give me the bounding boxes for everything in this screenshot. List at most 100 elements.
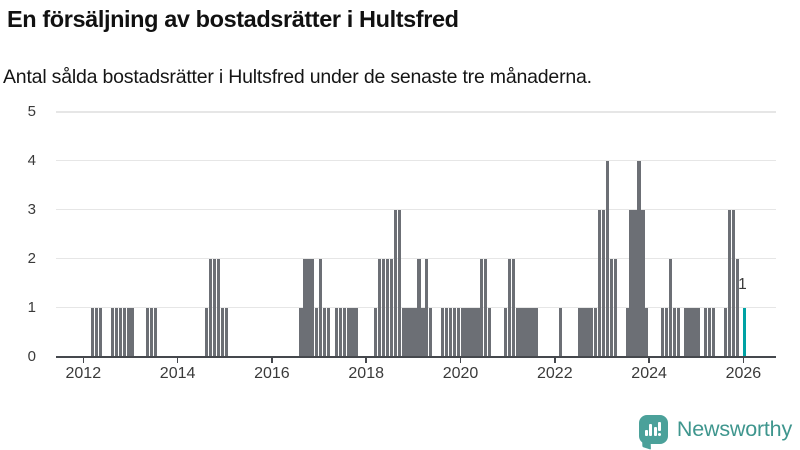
value-annotation: 1: [738, 275, 747, 293]
bar: [224, 307, 229, 357]
bar: [660, 307, 665, 357]
page-title: En försäljning av bostadsrätter i Hultsf…: [7, 6, 459, 32]
bar: [668, 258, 673, 357]
bar: [476, 307, 480, 357]
bar: [601, 209, 606, 357]
bar: [212, 258, 217, 357]
bar: [535, 307, 539, 357]
gridline: [56, 306, 776, 309]
bar: [303, 258, 307, 357]
x-tick-label: 2022: [537, 365, 573, 382]
bar: [488, 307, 492, 357]
x-tick-label: 2024: [631, 365, 667, 382]
bar: [456, 307, 460, 357]
gridline: [56, 257, 776, 260]
bar: [350, 307, 354, 357]
x-tick-label: 2020: [442, 365, 479, 382]
bar: [586, 307, 590, 357]
bar: [401, 307, 405, 357]
bar: [413, 307, 417, 357]
bar: [385, 258, 390, 357]
bar: [205, 307, 209, 357]
bar: [429, 307, 433, 357]
bar: [511, 258, 515, 357]
bar: [118, 307, 122, 357]
bar: [122, 307, 126, 357]
bar: [130, 307, 134, 357]
bar: [641, 209, 645, 357]
newsworthy-logo: Newsworthy: [638, 412, 792, 446]
bar: [374, 307, 378, 357]
bar: [609, 258, 614, 357]
bar: [515, 307, 519, 357]
bar: [425, 258, 429, 357]
x-tick: [742, 357, 745, 363]
bar: [381, 258, 386, 357]
bar: [672, 307, 676, 357]
bar: [633, 209, 637, 357]
bar: [704, 307, 708, 357]
bar: [342, 307, 346, 357]
bar: [688, 307, 692, 357]
x-tick: [176, 357, 179, 363]
x-tick: [82, 357, 85, 363]
bar: [590, 307, 594, 357]
bar: [723, 307, 728, 357]
bar: [452, 307, 456, 357]
bar: [311, 258, 315, 357]
highlight-bar: [743, 307, 746, 357]
bar: [582, 307, 586, 357]
gridline: [56, 159, 776, 162]
bar: [448, 307, 452, 357]
bar: [417, 258, 421, 357]
newsworthy-wordmark: Newsworthy: [676, 416, 792, 441]
bar: [150, 307, 154, 357]
bar: [110, 307, 115, 357]
bar: [114, 307, 119, 357]
bar: [527, 307, 531, 357]
bar: [95, 307, 99, 357]
bar: [684, 307, 688, 357]
bar: [708, 307, 712, 357]
bar: [146, 307, 150, 357]
bar: [354, 307, 358, 357]
bar: [711, 307, 716, 357]
bar: [307, 258, 311, 357]
y-tick-label: 5: [27, 103, 36, 120]
bar: [444, 307, 449, 357]
bar: [334, 307, 339, 357]
bar: [326, 307, 331, 357]
bar: [637, 160, 641, 357]
bar: [389, 258, 394, 357]
bar: [319, 258, 323, 357]
bar: [421, 307, 425, 357]
bar: [220, 307, 225, 357]
bar: [731, 209, 735, 357]
bar: [605, 160, 610, 357]
bar: [507, 258, 511, 357]
page-subtitle: Antal sålda bostadsrätter i Hultsfred un…: [3, 66, 592, 88]
bar: [405, 307, 409, 357]
x-tick-label: 2012: [65, 365, 102, 382]
bar: [735, 258, 739, 357]
x-tick: [554, 357, 556, 363]
bar: [472, 307, 476, 357]
x-tick-label: 2018: [348, 365, 384, 382]
y-tick-label: 4: [27, 151, 36, 169]
bar: [625, 307, 629, 357]
bar: [664, 307, 669, 357]
bar: [216, 258, 221, 357]
bar: [558, 307, 563, 357]
bar: [299, 307, 303, 357]
x-tick: [459, 357, 462, 363]
bar: [377, 258, 382, 357]
bar: [397, 209, 401, 357]
x-tick: [271, 357, 273, 363]
x-tick-label: 2016: [254, 365, 290, 382]
bar: [629, 209, 633, 357]
bar: [692, 307, 696, 357]
bar: [645, 307, 649, 357]
bar: [126, 307, 130, 357]
bar: [531, 307, 535, 357]
